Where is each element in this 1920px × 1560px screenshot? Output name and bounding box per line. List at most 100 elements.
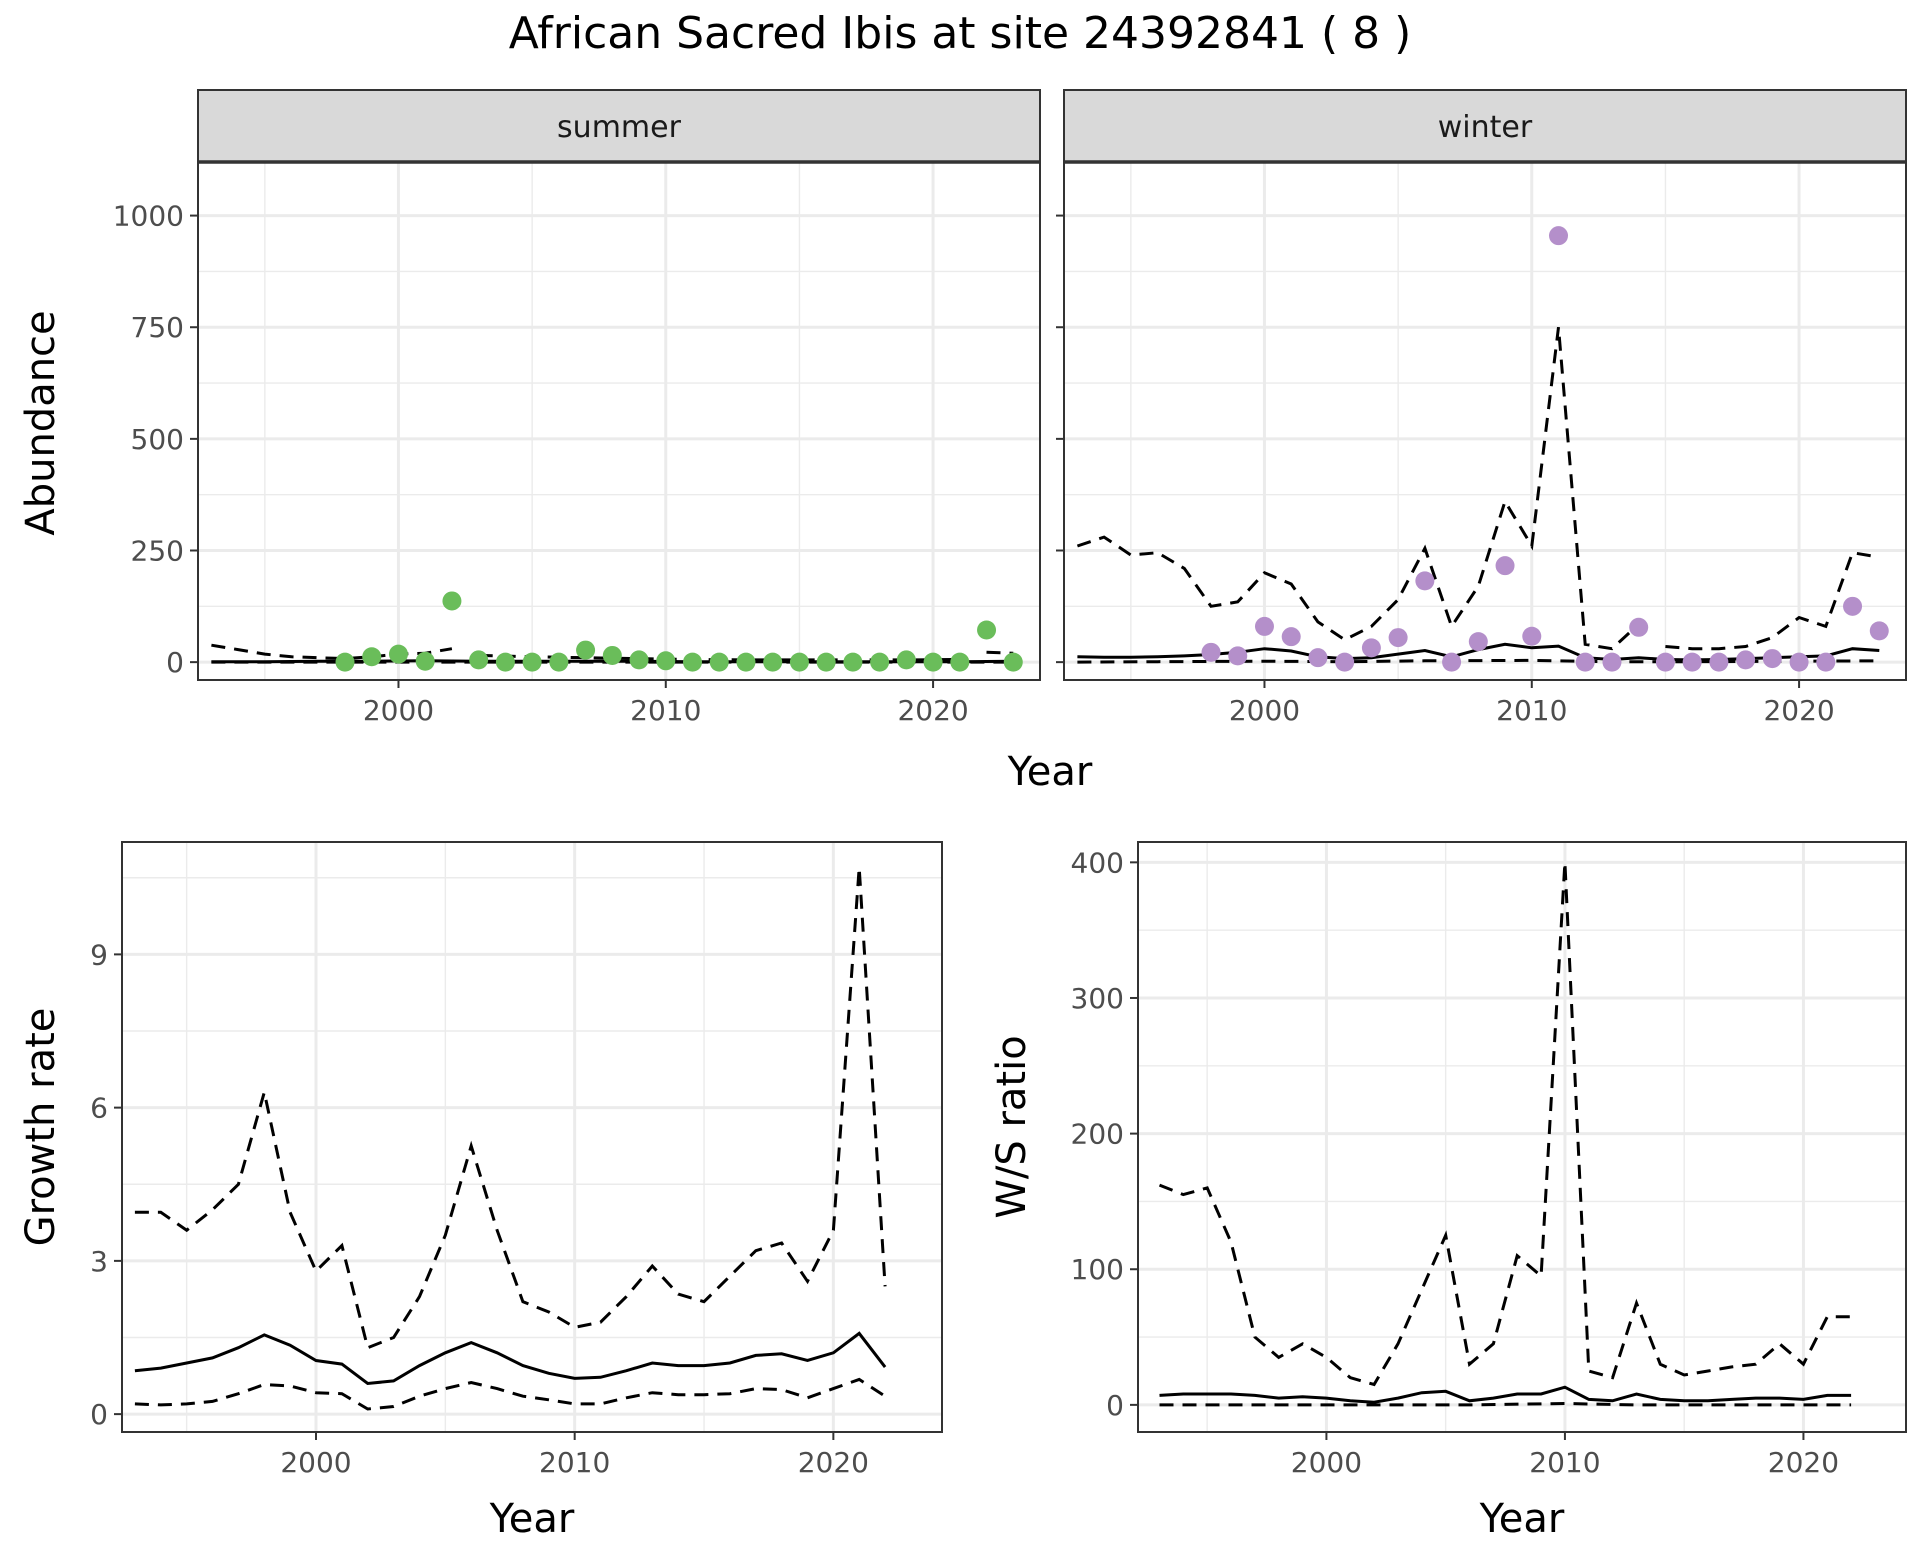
summer-y-tick-label: 750 xyxy=(131,311,184,344)
ws-x-tick-label: 2010 xyxy=(1529,1446,1600,1479)
ws-panel-border xyxy=(1137,841,1907,1433)
summer-upper-bound-line xyxy=(986,650,1014,655)
winter-x-tick-label: 2020 xyxy=(1763,694,1834,727)
growth-lower-bound-line xyxy=(134,1377,886,1411)
growth-y-tick-label: 3 xyxy=(90,1245,108,1278)
summer-data-point xyxy=(843,652,863,672)
winter-data-point xyxy=(1308,648,1328,668)
summer-data-point xyxy=(950,652,970,672)
winter-data-point xyxy=(1442,652,1462,672)
winter-data-point xyxy=(1602,652,1622,672)
summer-y-tick-label: 1000 xyxy=(113,200,184,233)
growth-plot-area xyxy=(122,842,942,1432)
summer-data-point xyxy=(683,652,703,672)
winter-data-point xyxy=(1281,627,1301,647)
summer-strip-label: summer xyxy=(557,110,682,145)
summer-data-point xyxy=(549,652,569,672)
growth-estimate-line xyxy=(134,1331,887,1386)
winter-data-point xyxy=(1201,642,1221,662)
winter-upper-bound-line xyxy=(1076,327,1640,651)
growth-y-tick-label: 6 xyxy=(90,1092,108,1125)
summer-data-point xyxy=(709,652,729,672)
ws-estimate-line xyxy=(1159,1385,1852,1404)
winter-data-point xyxy=(1816,652,1836,672)
winter-data-point xyxy=(1468,632,1488,652)
winter-data-point xyxy=(1361,638,1381,658)
top-x-axis-title: Year xyxy=(1007,749,1093,795)
summer-x-tick-label: 2000 xyxy=(363,694,434,727)
winter-data-point xyxy=(1762,649,1782,669)
growth-x-tick-label: 2020 xyxy=(798,1446,869,1479)
winter-data-point xyxy=(1789,652,1809,672)
ws-y-tick-label: 300 xyxy=(1071,982,1124,1015)
summer-data-point xyxy=(495,652,515,672)
summer-plot-area xyxy=(198,162,1040,680)
ws-x-axis-title: Year xyxy=(1479,1496,1565,1542)
summer-data-point xyxy=(1003,652,1023,672)
winter-data-point xyxy=(1495,556,1515,576)
ws-x-tick-label: 2000 xyxy=(1291,1446,1362,1479)
summer-data-point xyxy=(469,650,489,670)
winter-strip xyxy=(1063,89,1907,163)
winter-x-tick-label: 2010 xyxy=(1496,694,1567,727)
winter-data-point xyxy=(1335,652,1355,672)
summer-strip xyxy=(197,89,1041,163)
summer-data-point xyxy=(522,652,542,672)
summer-panel: summer 2000 2010 2020 0 250 500 750 1000 xyxy=(113,89,1041,727)
winter-data-point xyxy=(1655,652,1675,672)
summer-data-point xyxy=(602,645,622,665)
winter-data-point xyxy=(1415,571,1435,591)
winter-strip-label: winter xyxy=(1438,110,1533,145)
winter-panel: winter 2000 2010 2020 xyxy=(1056,89,1907,727)
winter-data-point xyxy=(1388,628,1408,648)
summer-data-point xyxy=(629,650,649,670)
growth-x-tick-label: 2010 xyxy=(539,1446,610,1479)
summer-data-point xyxy=(388,644,408,664)
ws-y-tick-label: 400 xyxy=(1071,846,1124,879)
growth-grid xyxy=(122,842,942,1432)
ws-ratio-panel: 2000 2010 2020 0 100 200 300 400 xyxy=(1071,841,1907,1479)
summer-x-tick-label: 2020 xyxy=(897,694,968,727)
winter-data-point xyxy=(1522,626,1542,646)
summer-data-point xyxy=(442,591,462,611)
summer-data-point xyxy=(736,652,756,672)
summer-x-tick-label: 2010 xyxy=(630,694,701,727)
winter-plot-area xyxy=(1064,162,1906,680)
summer-y-tick-label: 0 xyxy=(166,646,184,679)
growth-rate-panel: 2000 2010 2020 0 3 6 9 xyxy=(90,841,943,1479)
ws-y-tick-label: 0 xyxy=(1106,1389,1124,1422)
summer-data-point xyxy=(870,652,890,672)
winter-upper-bound-line xyxy=(1665,551,1880,651)
ws-y-tick-label: 100 xyxy=(1071,1253,1124,1286)
winter-data-point xyxy=(1575,652,1595,672)
summer-data-point xyxy=(576,640,596,660)
ws-upper-bound-line xyxy=(1158,862,1852,1387)
ws-plot-area xyxy=(1138,842,1906,1432)
summer-upper-bound-line xyxy=(211,643,453,661)
growth-x-axis-title: Year xyxy=(489,1496,575,1542)
ws-lower-bound-line xyxy=(1159,1401,1852,1407)
summer-data-point xyxy=(789,652,809,672)
summer-data-point xyxy=(896,650,916,670)
ws-grid xyxy=(1138,842,1906,1432)
growth-upper-bound-line xyxy=(134,867,887,1350)
summer-data-point xyxy=(362,647,382,667)
winter-data-point xyxy=(1629,617,1649,637)
summer-data-point xyxy=(335,652,355,672)
winter-data-point xyxy=(1549,226,1569,246)
winter-data-point xyxy=(1254,616,1274,636)
growth-y-tick-label: 9 xyxy=(90,938,108,971)
growth-panel-border xyxy=(121,841,943,1433)
summer-data-point xyxy=(656,651,676,671)
summer-y-tick-label: 250 xyxy=(131,535,184,568)
winter-data-point xyxy=(1843,596,1863,616)
winter-data-point xyxy=(1709,652,1729,672)
growth-x-tick-label: 2000 xyxy=(280,1446,351,1479)
summer-data-point xyxy=(923,652,943,672)
summer-y-tick-label: 500 xyxy=(131,423,184,456)
growth-y-axis-title: Growth rate xyxy=(18,1008,64,1247)
winter-x-tick-label: 2000 xyxy=(1229,694,1300,727)
summer-data-point xyxy=(763,652,783,672)
summer-data-point xyxy=(415,651,435,671)
